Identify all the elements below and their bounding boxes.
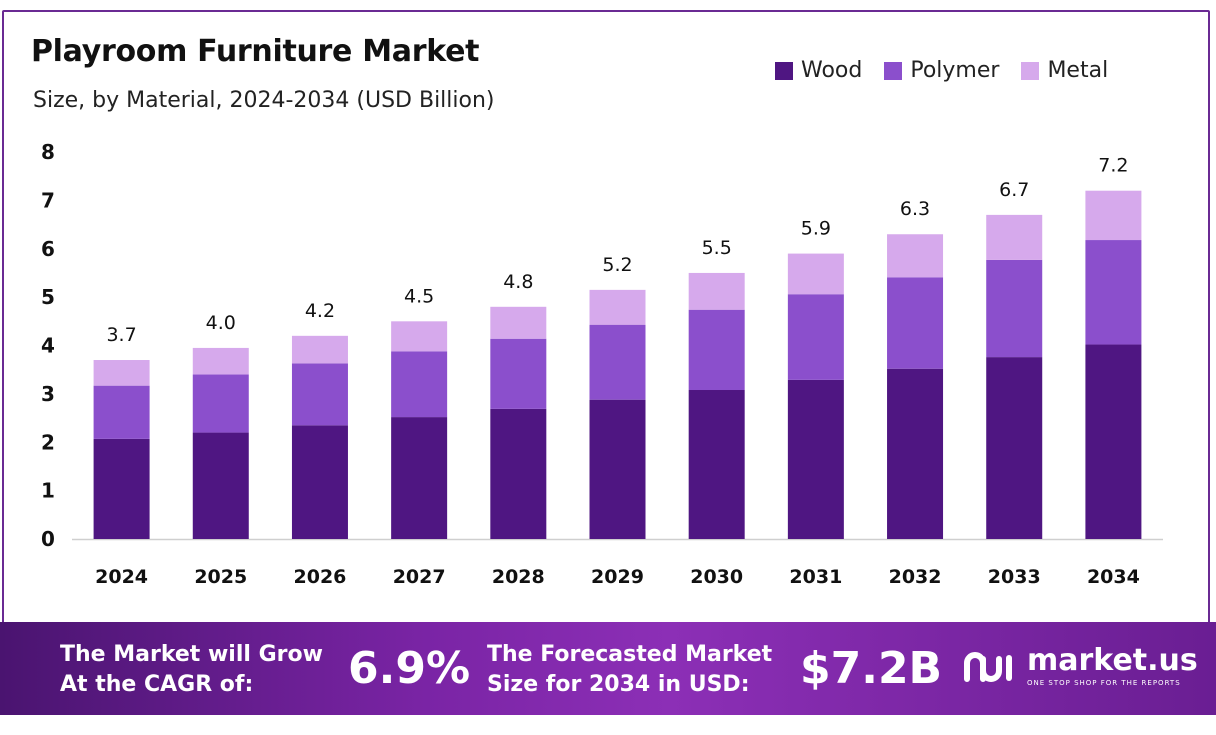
legend-item-wood: Wood (775, 58, 862, 83)
x-tick-label: 2031 (789, 566, 842, 588)
brand-tagline: ONE STOP SHOP FOR THE REPORTS (1027, 679, 1181, 687)
bar-total-label: 3.7 (106, 324, 136, 346)
bar-total-label: 4.8 (503, 271, 533, 293)
bar-wood-2026 (291, 425, 348, 539)
y-tick-label: 0 (41, 527, 55, 551)
bar-metal-2031 (787, 253, 844, 295)
y-tick-label: 1 (41, 479, 55, 503)
bar-wood-2034 (1085, 344, 1142, 539)
bar-metal-2029 (589, 289, 646, 325)
bar-polymer-2033 (986, 259, 1043, 358)
bar-polymer-2027 (391, 351, 448, 418)
chart-title: Playroom Furniture Market (31, 34, 480, 69)
market-us-logo-icon (964, 651, 1012, 682)
bar-total-label: 6.7 (999, 179, 1029, 201)
x-tick-label: 2026 (294, 566, 347, 588)
bar-polymer-2031 (787, 294, 844, 380)
brand-logo: market.us ONE STOP SHOP FOR THE REPORTS (963, 646, 1198, 687)
y-tick-label: 8 (41, 140, 55, 164)
bar-polymer-2029 (589, 324, 646, 400)
x-tick-label: 2027 (393, 566, 446, 588)
legend-item-polymer: Polymer (884, 58, 999, 83)
bar-total-label: 7.2 (1098, 155, 1128, 177)
x-tick-label: 2028 (492, 566, 545, 588)
bar-polymer-2024 (93, 385, 150, 439)
bar-metal-2027 (391, 321, 448, 352)
y-tick-label: 3 (41, 382, 55, 406)
x-tick-label: 2032 (889, 566, 942, 588)
bar-total-label: 5.2 (602, 254, 632, 276)
bar-metal-2033 (986, 214, 1043, 260)
legend-label-wood: Wood (801, 58, 863, 83)
bar-wood-2033 (986, 357, 1043, 539)
bar-metal-2025 (192, 347, 249, 375)
bar-metal-2030 (688, 272, 745, 310)
bar-metal-2032 (887, 234, 944, 278)
brand-name: market.us (1027, 643, 1198, 678)
bar-metal-2028 (490, 306, 547, 339)
x-tick-label: 2029 (591, 566, 644, 588)
legend-label-polymer: Polymer (910, 58, 1000, 83)
chart-subtitle: Size, by Material, 2024-2034 (USD Billio… (33, 88, 495, 113)
bar-polymer-2034 (1085, 240, 1142, 345)
y-tick-label: 5 (41, 285, 55, 309)
bar-polymer-2030 (688, 309, 745, 391)
legend-label-metal: Metal (1047, 58, 1109, 83)
bar-total-label: 5.5 (702, 237, 732, 259)
bar-total-label: 4.0 (206, 312, 236, 334)
bar-wood-2029 (589, 399, 646, 539)
bar-polymer-2025 (192, 374, 249, 433)
x-tick-label: 2030 (690, 566, 743, 588)
bar-total-label: 5.9 (801, 218, 831, 240)
bar-wood-2031 (787, 379, 844, 539)
x-tick-label: 2033 (988, 566, 1041, 588)
bar-wood-2027 (391, 417, 448, 539)
legend-swatch-wood (775, 61, 793, 80)
bar-polymer-2026 (291, 363, 348, 426)
bar-wood-2030 (688, 390, 745, 539)
bar-metal-2034 (1085, 190, 1142, 241)
bar-wood-2024 (93, 438, 150, 539)
summary-banner: The Market will Grow At the CAGR of: 6.9… (0, 622, 1216, 715)
y-tick-label: 4 (41, 334, 55, 358)
bar-wood-2025 (192, 432, 249, 539)
x-tick-label: 2024 (95, 566, 148, 588)
bar-polymer-2032 (887, 277, 944, 369)
cagr-label: The Market will Grow At the CAGR of: (60, 642, 323, 697)
bar-total-label: 6.3 (900, 198, 930, 220)
x-tick-label: 2034 (1087, 566, 1140, 588)
chart-legend: Wood Polymer Metal (775, 58, 1108, 83)
bar-metal-2024 (93, 360, 150, 386)
forecast-label: The Forecasted Market Size for 2034 in U… (487, 642, 773, 697)
y-tick-label: 2 (41, 430, 55, 454)
bar-wood-2032 (887, 368, 944, 539)
legend-swatch-polymer (884, 61, 903, 80)
bar-total-label: 4.2 (305, 300, 335, 322)
bar-wood-2028 (490, 408, 547, 539)
bar-metal-2026 (291, 335, 348, 364)
y-tick-label: 6 (41, 237, 55, 261)
legend-item-metal: Metal (1021, 58, 1108, 83)
bar-polymer-2028 (490, 338, 547, 409)
forecast-value: $7.2B (800, 643, 943, 694)
cagr-value: 6.9% (348, 643, 471, 694)
legend-swatch-metal (1021, 61, 1040, 80)
y-tick-label: 7 (41, 188, 55, 212)
stacked-bar-chart: 0 1 2 3 4 5 6 7 8 3.7 2024 4.0 2025 4.2 2026 4.5 2027 4.8… (41, 140, 1163, 588)
x-tick-label: 2025 (194, 566, 247, 588)
bar-total-label: 4.5 (404, 285, 434, 307)
